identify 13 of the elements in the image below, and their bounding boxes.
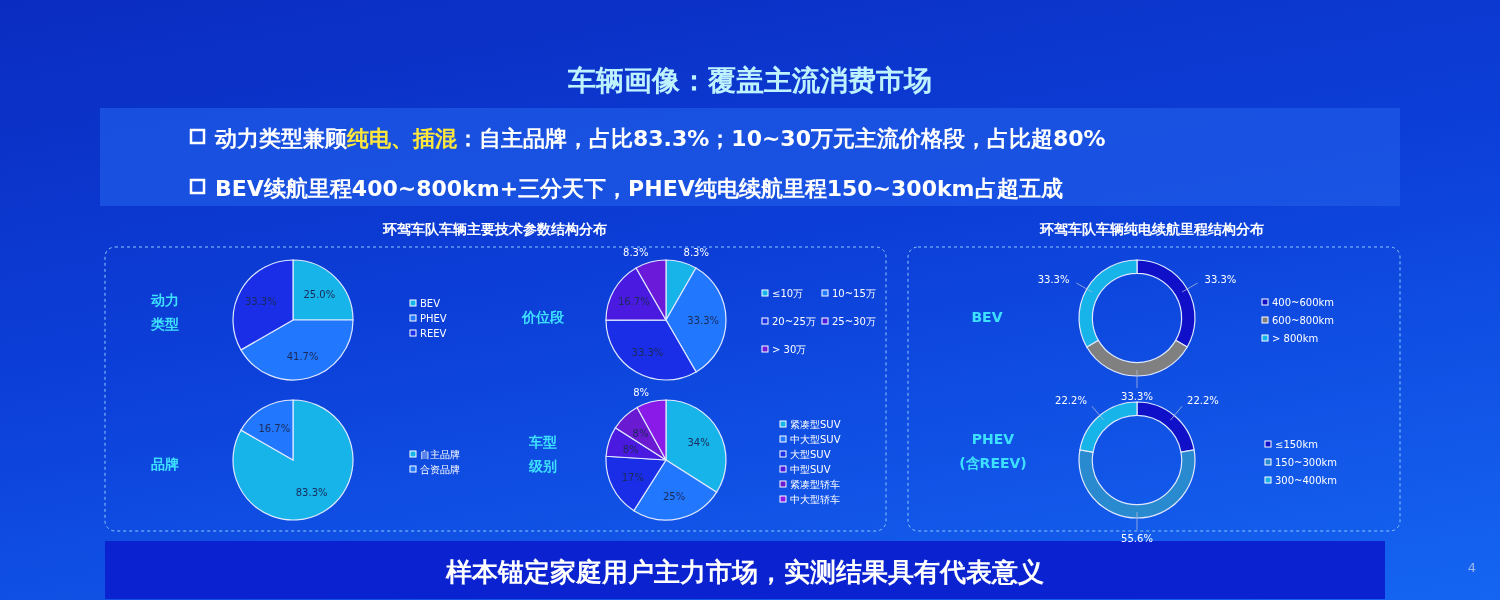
title: PHEV (含REEV)	[959, 431, 1027, 471]
annotation: 环驾车队车辆纯电续航里程结构分布	[1040, 221, 1264, 237]
annotation: 环驾车队车辆主要技术参数结构分布	[383, 221, 607, 237]
title: 车型级别	[529, 434, 557, 474]
title: 品牌	[151, 456, 179, 472]
title: 价位段	[522, 309, 564, 325]
annotation: 车辆画像：覆盖主流消费市场	[568, 64, 932, 97]
title: 动力类型	[151, 292, 179, 332]
annotation-bullet1: 动力类型兼顾纯电、插混：自主品牌，占比83.3%；10~30万元主流价格段，占比超80%	[215, 126, 1106, 151]
annotation: 4	[1467, 560, 1477, 575]
annotation: 样本锚定家庭用户主力市场，实测结果具有代表意义	[446, 557, 1044, 587]
title: BEV	[971, 309, 1003, 325]
annotation: BEV续航里程400~800km+三分天下，PHEV纯电续航里程150~300km占超五成	[215, 176, 1063, 201]
